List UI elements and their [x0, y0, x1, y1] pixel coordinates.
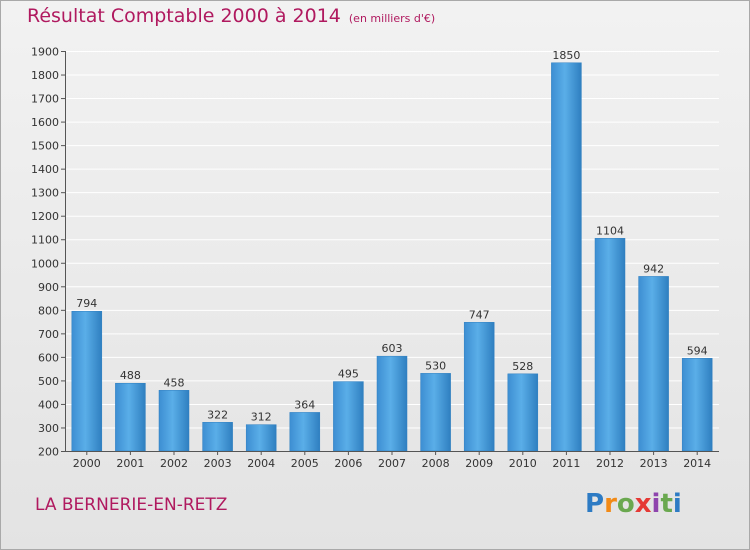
bar [507, 373, 539, 452]
bar [420, 373, 451, 452]
bar [202, 422, 233, 452]
x-tick-label: 2001 [116, 457, 144, 470]
brand-letter: P [585, 489, 605, 519]
x-tick-label: 2012 [596, 457, 624, 470]
y-tick-label: 1500 [31, 140, 59, 153]
y-tick-label: 1100 [31, 234, 59, 247]
x-tick-label: 2002 [160, 457, 188, 470]
y-tick-label: 600 [38, 351, 59, 364]
x-tick-label: 2003 [204, 457, 232, 470]
data-label: 495 [338, 368, 359, 381]
y-tick-label: 1200 [31, 210, 59, 223]
bar [376, 355, 408, 452]
data-label: 794 [76, 297, 97, 310]
y-tick-label: 1700 [31, 93, 59, 106]
brand-letter: r [604, 489, 617, 519]
data-label: 458 [164, 376, 185, 389]
data-label: 942 [643, 262, 664, 275]
x-tick-label: 2010 [509, 457, 537, 470]
place-name: LA BERNERIE-EN-RETZ [35, 495, 228, 515]
bar [551, 62, 582, 452]
bar [594, 238, 626, 452]
x-tick-label: 2014 [683, 457, 711, 470]
data-label: 528 [512, 360, 533, 373]
brand-logo: Proxiti [585, 489, 682, 519]
y-tick-label: 1300 [31, 187, 59, 200]
axis-layer: 200 300 400 500 600 700 800 900 1000 1100 1200 1300… [31, 46, 719, 470]
bar-layer [71, 62, 713, 452]
x-tick-label: 2000 [73, 457, 101, 470]
y-tick-label: 700 [38, 328, 59, 341]
bar [115, 382, 146, 452]
data-label: 488 [120, 369, 141, 382]
y-tick-label: 1000 [31, 257, 59, 270]
y-tick-label: 300 [38, 422, 59, 435]
x-tick-label: 2008 [422, 457, 450, 470]
data-label: 747 [469, 308, 490, 321]
y-tick-label: 1900 [31, 46, 59, 59]
x-tick-label: 2005 [291, 457, 319, 470]
data-label: 594 [687, 344, 708, 357]
data-label: 603 [382, 342, 403, 355]
brand-letter: o [616, 489, 635, 519]
y-tick-label: 1600 [31, 116, 59, 129]
bar [245, 424, 277, 452]
y-tick-label: 500 [38, 375, 59, 388]
x-tick-label: 2006 [334, 457, 362, 470]
y-tick-label: 900 [38, 281, 59, 294]
chart-subtitle: (en milliers d'€) [348, 12, 436, 25]
y-tick-label: 1400 [31, 163, 59, 176]
brand-letter: t [660, 489, 673, 519]
data-label: 364 [294, 398, 315, 411]
brand-letter: i [672, 489, 682, 519]
x-tick-label: 2007 [378, 457, 406, 470]
x-tick-label: 2011 [552, 457, 580, 470]
y-tick-label: 200 [38, 446, 59, 459]
bar [333, 381, 364, 452]
y-tick-label: 1800 [31, 69, 59, 82]
label-layer: 794 488 458 322 312 364 495 603 530 747 528 1850 110… [76, 49, 707, 424]
data-label: 530 [425, 359, 446, 372]
data-label: 322 [207, 408, 228, 421]
bar [289, 412, 321, 452]
data-label: 1850 [552, 49, 580, 62]
x-tick-label: 2013 [640, 457, 668, 470]
bar [71, 310, 103, 452]
y-tick-label: 800 [38, 304, 59, 317]
brand-letter: x [634, 489, 652, 519]
bar [158, 390, 190, 452]
data-label: 1104 [596, 224, 624, 237]
brand-letter: i [651, 489, 661, 519]
y-tick-label: 400 [38, 398, 59, 411]
bar [681, 358, 713, 452]
x-tick-label: 2004 [247, 457, 275, 470]
bar [638, 276, 669, 452]
chart-title-text: Résultat Comptable 2000 à 2014 [27, 5, 341, 27]
bar [463, 322, 495, 452]
chart-title: Résultat Comptable 2000 à 2014 (en millie… [27, 5, 435, 27]
data-label: 312 [251, 411, 272, 424]
x-tick-label: 2009 [465, 457, 493, 470]
